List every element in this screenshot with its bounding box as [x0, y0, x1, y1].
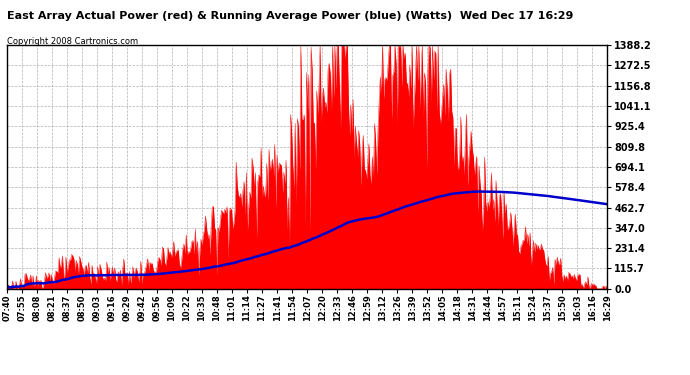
- Text: Copyright 2008 Cartronics.com: Copyright 2008 Cartronics.com: [7, 38, 138, 46]
- Text: East Array Actual Power (red) & Running Average Power (blue) (Watts)  Wed Dec 17: East Array Actual Power (red) & Running …: [7, 11, 573, 21]
